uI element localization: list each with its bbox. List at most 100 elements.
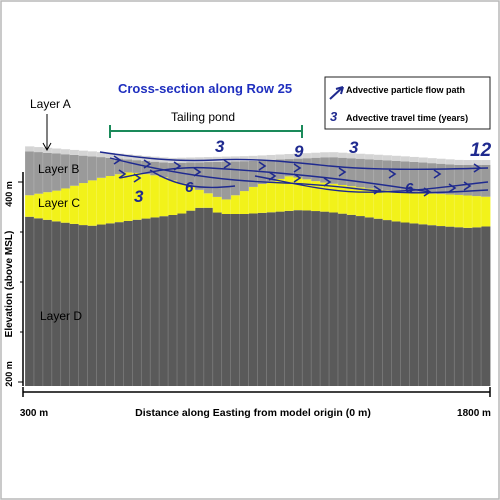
- layer-d-cell: [329, 212, 339, 386]
- layer-b-cell: [382, 160, 393, 191]
- layer-b-cell: [293, 158, 303, 178]
- layer-a-label: Layer A: [30, 97, 71, 111]
- layer-a-cell: [391, 155, 401, 161]
- layer-a-cell: [355, 153, 366, 159]
- x-axis: [22, 387, 491, 397]
- legend-travel-time-symbol: 3: [330, 109, 338, 124]
- layer-c-cell: [293, 177, 303, 211]
- travel-time-marker: 3: [349, 138, 359, 157]
- layer-b-cell: [132, 160, 142, 173]
- travel-time-markers: 3 6 3 9 3 6 12: [134, 137, 492, 206]
- layer-d-cell: [185, 210, 196, 386]
- layer-a-cell: [418, 157, 428, 163]
- flow-arrowhead: [118, 169, 127, 179]
- layer-a-cell: [78, 150, 88, 156]
- layer-b-cell: [221, 161, 232, 200]
- layer-a-cell: [42, 147, 53, 153]
- layer-d-cell: [391, 221, 401, 386]
- layer-c-cell: [355, 187, 366, 217]
- layer-d-cell: [78, 225, 88, 386]
- layer-c-cell: [114, 174, 124, 223]
- layer-b-cell: [302, 158, 312, 180]
- layer-c-cell: [150, 175, 160, 218]
- layer-c-cell: [373, 189, 384, 219]
- travel-time-marker: 6: [405, 180, 414, 197]
- layer-d-cell: [114, 222, 124, 386]
- layer-c-cell: [185, 186, 196, 211]
- layer-b-cell: [481, 165, 491, 197]
- layer-b-cell: [78, 155, 88, 184]
- layer-c-cell: [481, 196, 491, 227]
- layer-c-cell: [248, 186, 258, 214]
- layer-a-cell: [337, 152, 348, 158]
- layer-c-cell: [221, 199, 232, 214]
- layer-d-body: [25, 207, 491, 386]
- layer-d-cell: [481, 226, 491, 386]
- layer-b-cell: [212, 161, 223, 197]
- layer-d-cell: [382, 220, 393, 386]
- layer-c-cell: [230, 195, 241, 214]
- flow-arrowhead: [293, 163, 302, 173]
- figure-title: Cross-section along Row 25: [118, 81, 292, 96]
- legend-box: [324, 76, 491, 130]
- layer-b-cell: [248, 160, 258, 187]
- layer-a-cell: [105, 152, 115, 158]
- layer-d-cell: [87, 225, 97, 386]
- layer-c-cell: [445, 194, 455, 227]
- layer-c-cell: [472, 196, 482, 228]
- travel-time-marker: 9: [294, 142, 304, 161]
- flow-path-line: [99, 151, 489, 171]
- layer-d-cell: [400, 222, 410, 386]
- layer-b-cell: [239, 161, 249, 192]
- layer-d-cell: [311, 211, 321, 386]
- layer-b-cell: [355, 158, 366, 188]
- x-axis-label: Distance along Easting from model origin…: [135, 407, 371, 419]
- layer-c-cell: [257, 184, 267, 213]
- layer-c-cell: [329, 183, 339, 213]
- layer-b-cell: [105, 157, 115, 177]
- layer-d-cell: [150, 217, 160, 386]
- layer-a-cell: [123, 154, 133, 160]
- tailing-pond-label: Tailing pond: [171, 110, 235, 124]
- layer-d-cell: [445, 226, 455, 386]
- layer-d-cell: [230, 214, 241, 386]
- layer-d-label: Layer D: [40, 309, 82, 323]
- layer-a-cell: [293, 153, 303, 159]
- layer-d-cell: [355, 216, 366, 386]
- legend-travel-time-label: Advective travel time (years): [346, 113, 468, 123]
- layer-d-cell: [337, 213, 348, 386]
- layer-a-cell: [472, 160, 482, 165]
- layer-b-cell: [69, 154, 80, 186]
- layer-a-cell: [427, 158, 437, 164]
- flow-arrowhead: [143, 159, 152, 169]
- layer-d-cell: [51, 221, 62, 386]
- layer-b-cell: [364, 159, 375, 189]
- layer-c-body: [25, 172, 491, 228]
- legend: Advective particle flow path 3 Advective…: [324, 76, 491, 130]
- layer-c-cell: [275, 178, 285, 212]
- layer-c-cell: [418, 193, 428, 225]
- flow-paths: [99, 151, 489, 197]
- layer-c-cell: [51, 190, 62, 222]
- layer-b-cell: [472, 165, 482, 197]
- layer-d-cell: [346, 214, 357, 386]
- y-tick-top: 400 m: [4, 181, 14, 207]
- layer-c-cell: [132, 172, 142, 220]
- layer-b-cell: [445, 164, 455, 195]
- flow-arrowhead: [448, 183, 457, 193]
- layer-d-cell: [463, 227, 473, 386]
- layer-b-cell: [60, 154, 71, 189]
- layer-c-cell: [141, 174, 151, 219]
- layer-d-cell: [33, 218, 44, 386]
- layer-b-cell: [373, 159, 384, 190]
- layer-c-cell: [168, 180, 178, 215]
- layer-c-cell: [364, 188, 375, 218]
- layer-c-cell: [436, 194, 446, 227]
- layer-b-cell: [230, 161, 241, 196]
- layer-d-cell: [284, 210, 294, 386]
- layer-c-cell: [78, 183, 88, 226]
- layer-d-cell: [25, 216, 35, 386]
- travel-time-marker: 6: [185, 179, 194, 196]
- layer-d-cell: [472, 227, 482, 386]
- flow-arrowhead: [433, 169, 442, 179]
